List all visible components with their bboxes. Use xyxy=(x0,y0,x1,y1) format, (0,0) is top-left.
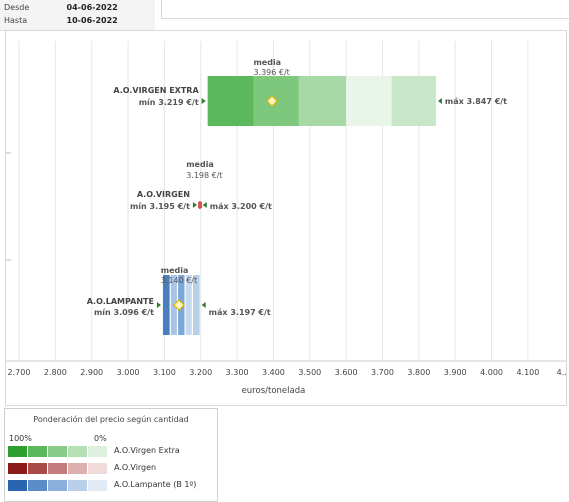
legend-label: A.O.Virgen xyxy=(114,463,157,472)
date-to-label: Hasta xyxy=(4,16,28,25)
date-to-value[interactable]: 10-06-2022 xyxy=(66,16,118,25)
max-marker xyxy=(202,202,207,208)
legend-swatch xyxy=(28,480,47,491)
max-value-label: máx 3.197 €/t xyxy=(209,308,271,317)
min-value-label: mín 3.195 €/t xyxy=(130,202,190,211)
x-tick-label: 2.900 xyxy=(80,368,103,377)
legend-swatch xyxy=(8,463,27,474)
legend-box: Ponderación del precio según cantidad 10… xyxy=(4,408,218,502)
date-from-label: Desde xyxy=(4,3,30,12)
x-tick-label: 3.800 xyxy=(407,368,430,377)
top-panel xyxy=(161,0,569,19)
range-segment xyxy=(391,76,436,126)
max-value-label: máx 3.200 €/t xyxy=(210,202,272,211)
x-tick-label: 4.... xyxy=(557,368,566,377)
min-value-label: mín 3.096 €/t xyxy=(94,308,154,317)
x-tick-label: 3.100 xyxy=(153,368,176,377)
x-tick-label: 3.400 xyxy=(262,368,285,377)
x-tick-label: 4.100 xyxy=(516,368,539,377)
media-value-label: 3.198 €/t xyxy=(186,171,222,180)
media-marker xyxy=(266,95,278,107)
range-segment xyxy=(162,275,171,335)
legend-swatches xyxy=(8,446,108,457)
max-marker xyxy=(437,98,442,104)
x-tick-label: 3.900 xyxy=(444,368,467,377)
legend-swatch xyxy=(88,463,107,474)
legend-swatch xyxy=(68,446,87,457)
legend-swatch xyxy=(48,480,67,491)
legend-pct-high: 100% xyxy=(9,434,32,443)
series-name-label: A.O.LAMPANTE xyxy=(87,297,154,306)
min-marker xyxy=(192,202,197,208)
x-axis-title: euros/tonelada xyxy=(242,386,306,396)
range-segment xyxy=(298,76,347,126)
date-to-row: Hasta 10-06-2022 xyxy=(4,16,118,25)
date-from-row: Desde 04-06-2022 xyxy=(4,3,118,12)
legend-swatch xyxy=(8,480,27,491)
legend-swatches xyxy=(8,480,108,491)
min-marker xyxy=(201,98,206,104)
legend-swatches xyxy=(8,463,108,474)
min-value-label: mín 3.219 €/t xyxy=(139,98,199,107)
x-tick-label: 4.000 xyxy=(480,368,503,377)
legend-pct-low: 0% xyxy=(94,434,107,443)
range-segment xyxy=(185,275,193,335)
media-value-label: 3.396 €/t xyxy=(253,68,289,77)
date-range-box: Desde 04-06-2022 Hasta 10-06-2022 xyxy=(0,0,155,31)
x-tick-label: 3.000 xyxy=(117,368,140,377)
media-title-label: media xyxy=(161,266,189,275)
legend-swatch xyxy=(88,446,107,457)
media-value-label: 3.140 €/t xyxy=(161,276,197,285)
legend-swatch xyxy=(8,446,27,457)
range-segment xyxy=(207,76,254,126)
price-range-chart: 2.700 2.800 2.900 3.000 3.100 3.200 3.300 3.400… xyxy=(6,41,566,396)
x-tick-label: 2.700 xyxy=(8,368,31,377)
series-name-label: A.O.VIRGEN xyxy=(137,190,190,199)
max-value-label: máx 3.847 €/t xyxy=(445,97,507,106)
legend-swatch xyxy=(48,463,67,474)
media-marker xyxy=(198,202,203,208)
series-name-label: A.O.VIRGEN EXTRA xyxy=(113,86,199,95)
date-from-value[interactable]: 04-06-2022 xyxy=(66,3,118,12)
legend-swatch xyxy=(68,480,87,491)
min-marker xyxy=(156,302,161,308)
legend-label: A.O.Virgen Extra xyxy=(114,446,180,455)
legend-swatch xyxy=(68,463,87,474)
legend-swatch xyxy=(28,446,47,457)
x-tick-label: 2.800 xyxy=(44,368,67,377)
legend-swatch xyxy=(48,446,67,457)
max-marker xyxy=(201,302,206,308)
x-tick-label: 3.200 xyxy=(189,368,212,377)
range-segment xyxy=(346,76,392,126)
x-tick-label: 3.700 xyxy=(371,368,394,377)
x-tick-label: 3.500 xyxy=(298,368,321,377)
media-title-label: media xyxy=(253,58,281,67)
legend-title: Ponderación del precio según cantidad xyxy=(33,415,189,424)
legend-label: A.O.Lampante (B 1º) xyxy=(114,480,197,489)
x-tick-label: 3.300 xyxy=(226,368,249,377)
legend-swatch xyxy=(88,480,107,491)
media-title-label: media xyxy=(186,160,214,169)
chart-panel: 2.700 2.800 2.900 3.000 3.100 3.200 3.300 3.400… xyxy=(5,30,567,406)
x-tick-label: 3.600 xyxy=(335,368,358,377)
range-segment xyxy=(192,275,200,335)
legend-swatch xyxy=(28,463,47,474)
media-marker xyxy=(173,299,185,311)
